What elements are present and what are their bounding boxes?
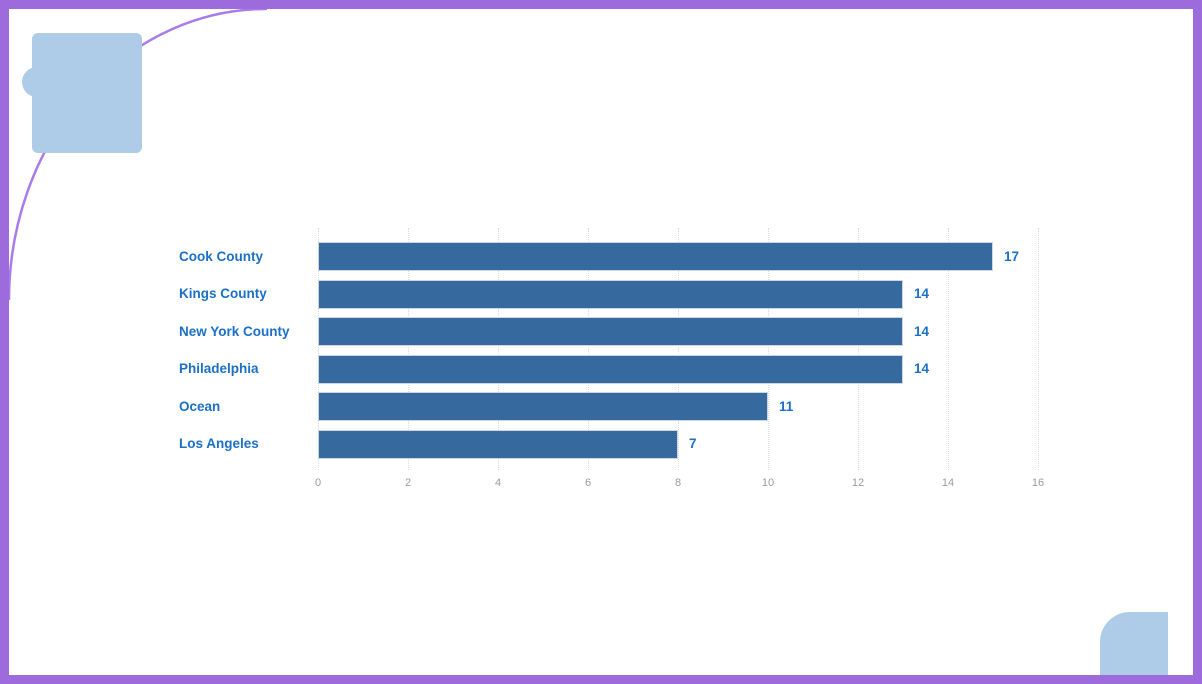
x-axis-tick-label: 6 [584, 477, 592, 489]
x-axis-tick-label: 0 [314, 477, 322, 489]
bar[interactable] [318, 429, 678, 459]
gridline [588, 228, 589, 470]
bar[interactable] [318, 242, 993, 271]
category-label: Cook County [179, 248, 263, 264]
x-axis-tick-label: 4 [494, 477, 502, 489]
decorative-shape-bottom-right [1100, 612, 1168, 675]
category-label: Los Angeles [179, 436, 259, 451]
gridline [948, 228, 949, 470]
data-label: 11 [779, 398, 794, 414]
gridline [678, 228, 679, 470]
category-label: Philadelphia [179, 361, 259, 376]
data-label: 14 [914, 286, 930, 301]
data-label: 14 [914, 361, 930, 376]
x-axis-tick-label: 2 [404, 477, 412, 489]
x-axis-tick-label: 14 [941, 477, 955, 489]
data-label: 17 [1004, 248, 1020, 264]
category-label: Kings County [179, 286, 267, 301]
x-axis-tick-label: 12 [851, 477, 865, 489]
gridline [858, 228, 859, 470]
bar[interactable] [318, 392, 768, 421]
decorative-square-top-left [32, 33, 142, 153]
bar[interactable] [318, 354, 903, 384]
category-label: New York County [179, 323, 290, 339]
bar[interactable] [318, 317, 903, 346]
x-axis-tick-label: 8 [674, 477, 682, 489]
gridline [318, 228, 319, 470]
category-label: Ocean [179, 398, 221, 414]
data-label: 14 [914, 323, 930, 339]
data-label: 7 [689, 436, 697, 451]
gridline [408, 228, 409, 470]
gridline [768, 228, 769, 470]
gridline [498, 228, 499, 470]
bar[interactable] [318, 279, 903, 309]
x-axis-tick-label: 16 [1031, 477, 1045, 489]
gridline [1038, 228, 1039, 470]
x-axis-tick-label: 10 [761, 477, 775, 489]
